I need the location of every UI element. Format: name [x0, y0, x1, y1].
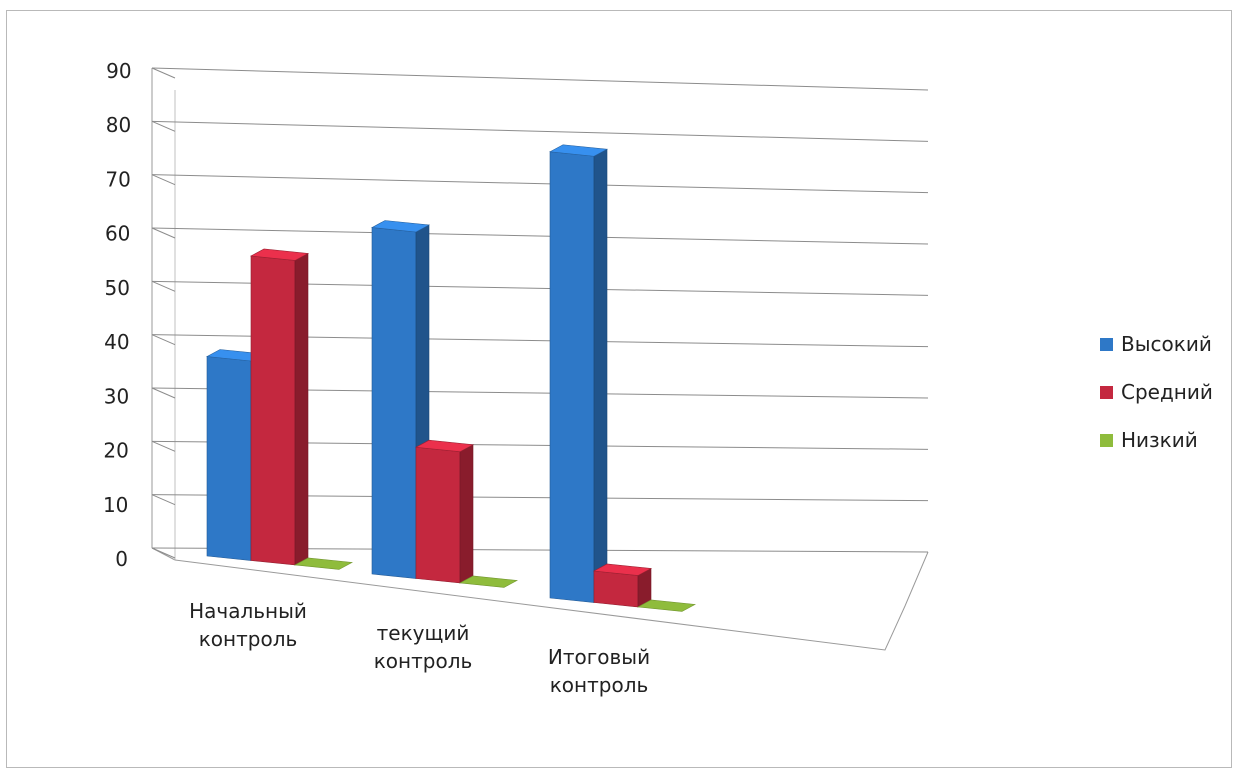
x-label-1-line-1: Начальный [189, 599, 307, 623]
y-tick-label-0: 0 [115, 547, 128, 571]
y-tick-label-70: 70 [105, 167, 130, 191]
bar-низкий-1 [293, 557, 354, 570]
legend-label-3: Низкий [1121, 428, 1198, 452]
bar-низкий-3 [636, 599, 697, 612]
gridline-side-50 [151, 280, 176, 292]
x-label-1-line-2: контроль [199, 627, 298, 651]
y-tick-label-60: 60 [105, 222, 130, 246]
gridline-80 [151, 120, 929, 142]
gridline-side-60 [151, 227, 176, 239]
y-tick-label-20: 20 [103, 439, 128, 463]
bars [205, 144, 697, 612]
y-tick-label-40: 40 [104, 330, 129, 354]
gridline-side-70 [151, 174, 176, 186]
gridline-60 [151, 227, 929, 245]
legend: Высокий Средний Низкий [1100, 332, 1213, 452]
x-label-2-line-2: контроль [374, 649, 473, 673]
bar-низкий-2 [458, 575, 519, 588]
x-axis-labels: Начальный контроль текущий контроль Итоговый… [189, 599, 650, 697]
y-axis-ticks: 0 10 20 30 40 50 60 70 80 90 [103, 59, 132, 571]
gridline-side-0 [151, 547, 176, 559]
y-tick-label-90: 90 [106, 59, 131, 83]
legend-swatch-3 [1100, 434, 1113, 447]
legend-label-1: Высокий [1121, 332, 1212, 356]
gridline-side-90 [151, 67, 176, 79]
gridline-side-20 [151, 440, 176, 452]
x-label-3-line-2: контроль [550, 673, 649, 697]
y-tick-label-50: 50 [105, 276, 130, 300]
floor-outline [174, 551, 929, 651]
y-tick-label-80: 80 [106, 113, 131, 137]
gridline-side-30 [151, 387, 176, 399]
y-tick-label-10: 10 [103, 493, 128, 517]
bar-средний-2 [414, 439, 475, 584]
y-tick-label-30: 30 [104, 384, 129, 408]
gridline-90 [151, 67, 929, 91]
gridline-side-40 [151, 334, 176, 346]
legend-swatch-2 [1100, 386, 1113, 399]
gridline-side-80 [151, 120, 176, 132]
x-label-3-line-1: Итоговый [548, 645, 650, 669]
gridline-side-10 [151, 494, 176, 506]
legend-label-2: Средний [1121, 380, 1213, 404]
bar-средний-1 [249, 248, 310, 566]
legend-swatch-1 [1100, 338, 1113, 351]
bar-средний-3 [592, 563, 653, 608]
bar-высокий-3 [548, 144, 609, 603]
gridline-70 [151, 174, 929, 194]
x-label-2-line-1: текущий [377, 621, 470, 645]
